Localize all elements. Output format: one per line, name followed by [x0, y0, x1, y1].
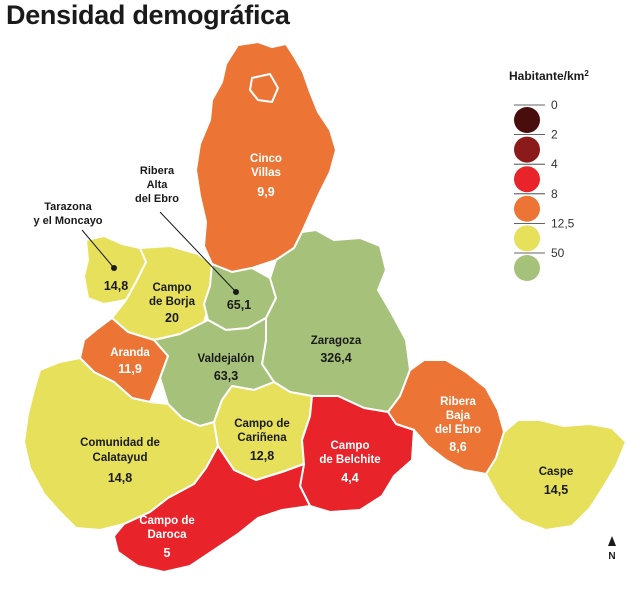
legend-break-label: 12,5 — [551, 216, 575, 230]
callout-line-tarazona — [81, 229, 115, 269]
north-label: N — [608, 551, 615, 562]
legend-swatch — [514, 225, 540, 252]
legend-swatch — [514, 107, 540, 133]
legend-break-label: 50 — [551, 246, 565, 260]
legend-break-label: 8 — [551, 187, 558, 201]
region-zaragoza[interactable] — [261, 229, 411, 413]
label-carinena-1: Campo de — [234, 418, 290, 430]
region-daroca[interactable] — [113, 445, 311, 573]
map-title: Densidad demográfica — [6, 0, 290, 30]
label-ribera-alta-2: Alta — [147, 179, 169, 191]
callout-dot-tarazona — [111, 265, 117, 271]
label-ribera-baja-1: Ribera — [440, 396, 476, 408]
value-zaragoza: 326,4 — [320, 351, 351, 365]
value-ribera-baja: 8,6 — [449, 440, 466, 454]
legend: Habitante/km2 0 2 4 8 12,5 50 — [509, 69, 589, 281]
label-zaragoza: Zaragoza — [311, 335, 362, 347]
label-ribera-alta-3: del Ebro — [135, 193, 179, 205]
legend-swatch — [514, 166, 540, 193]
legend-swatch — [514, 255, 540, 281]
label-belchite-1: Campo — [331, 440, 370, 452]
label-ribera-alta-1: Ribera — [140, 165, 175, 177]
legend-title: Habitante/km2 — [509, 69, 589, 83]
legend-break-label: 0 — [551, 98, 558, 112]
value-tarazona: 14,8 — [104, 279, 128, 293]
legend-title-sup: 2 — [584, 69, 589, 78]
label-campo-borja-2: de Borja — [149, 296, 196, 308]
label-caspe: Caspe — [539, 466, 574, 478]
callout-line-ribera-alta — [159, 211, 237, 293]
legend-swatch — [514, 136, 540, 163]
label-calatayud-1: Comunidad de — [80, 437, 160, 449]
label-ribera-baja-2: Baja — [446, 410, 471, 422]
value-campo-borja: 20 — [165, 311, 179, 325]
value-valdejalon: 63,3 — [214, 369, 238, 383]
label-daroca-1: Campo de — [139, 515, 195, 527]
value-daroca: 5 — [164, 546, 171, 560]
label-tarazona-2: y el Moncayo — [33, 215, 102, 227]
label-valdejalon: Valdejalón — [198, 353, 255, 365]
legend-break-label: 4 — [551, 157, 558, 171]
label-calatayud-2: Calatayud — [93, 452, 148, 464]
north-arrow-icon: N — [608, 536, 616, 562]
value-belchite: 4,4 — [341, 471, 358, 485]
label-campo-borja-1: Campo — [153, 282, 192, 294]
value-calatayud: 14,8 — [108, 471, 132, 485]
label-daroca-2: Daroca — [148, 529, 188, 541]
legend-swatch — [514, 195, 540, 222]
label-belchite-2: de Belchite — [319, 454, 380, 466]
value-aranda: 11,9 — [118, 362, 142, 376]
value-carinena: 12,8 — [250, 449, 274, 463]
label-aranda: Aranda — [110, 347, 150, 359]
value-caspe: 14,5 — [544, 483, 568, 497]
label-cinco-villas-1: Cinco — [250, 153, 282, 165]
label-carinena-2: Cariñena — [237, 432, 287, 444]
value-cinco-villas: 9,9 — [257, 185, 274, 199]
label-cinco-villas-2: Villas — [251, 167, 281, 179]
region-belchite[interactable] — [299, 395, 415, 513]
label-ribera-baja-3: del Ebro — [435, 424, 481, 436]
value-ribera-alta: 65,1 — [227, 298, 251, 312]
callout-dot-ribera-alta — [233, 289, 239, 295]
label-tarazona-1: Tarazona — [44, 201, 92, 213]
legend-break-label: 2 — [551, 128, 558, 142]
region-caspe[interactable] — [485, 419, 627, 531]
